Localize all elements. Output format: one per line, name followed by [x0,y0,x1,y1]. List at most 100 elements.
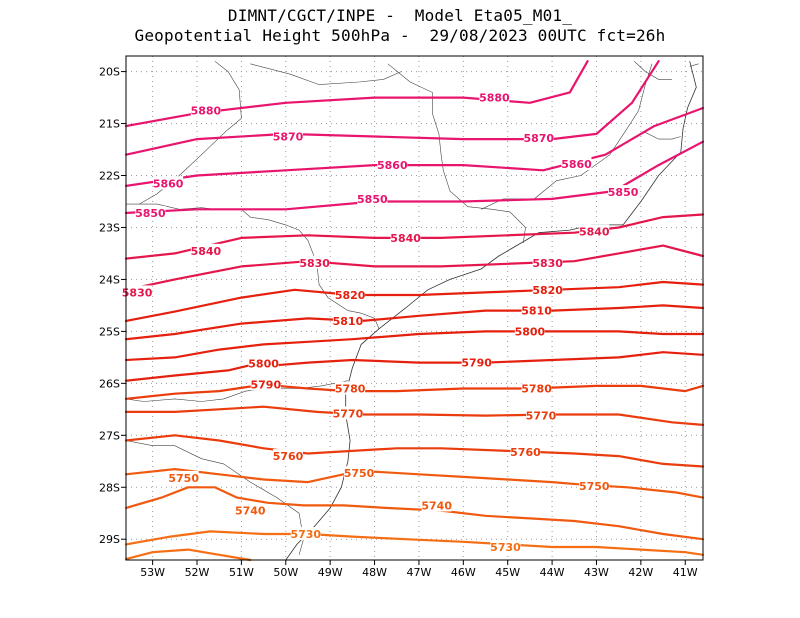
lon-tick-label: 44W [540,566,565,579]
contour-label: 5850 [135,207,166,220]
contour-label-bg [490,540,521,554]
contour-label-bg [579,479,610,493]
coastline-and-borders [125,60,699,561]
lat-tick-label: 24S [99,273,120,286]
map-frame [125,55,704,561]
contour-label-bg [250,377,281,391]
contour-label: 5860 [561,158,592,171]
lon-tick-label: 52W [185,566,210,579]
contour-label-bg [532,282,563,296]
state-border [387,63,526,244]
contour-label: 5730 [490,541,521,554]
contour-5810 [124,304,705,341]
contour-label: 5830 [532,257,563,270]
contour-label: 5760 [510,446,541,459]
contour-label-bg [235,503,266,517]
contour-label: 5820 [335,289,366,302]
contour-5850 [124,140,705,214]
contour-label: 5830 [122,286,153,299]
contour-label-bg [579,224,610,238]
contour-label-bg [510,444,541,458]
contour-5720 [124,548,252,562]
contour-label: 5880 [191,105,222,118]
contour-label-bg [377,158,408,172]
contour-label-bg [122,285,153,299]
contour-label-bg [190,243,221,257]
lon-tick-label: 43W [584,566,609,579]
contour-label: 5840 [579,226,610,239]
contour-label-bg [461,355,492,369]
contour-5750 [124,468,705,499]
contour-label-bg [523,131,554,145]
lat-tick-label: 22S [99,170,120,183]
contour-label-bg [608,185,639,199]
longitude-ticks: 53W 52W 51W 50W 49W 48W 47W 46W 45W 44W 43W 42W 41W [140,560,698,579]
contour-5800 [124,330,705,362]
contour-label: 5880 [479,92,510,105]
contour-5790 [124,351,705,382]
contour-label: 5810 [333,315,364,328]
lat-tick-label: 27S [99,429,120,442]
contour-5820 [124,280,705,323]
contour-label-bg [525,408,556,422]
contour-label: 5790 [461,357,492,370]
contour-5860 [124,106,705,187]
contour-label-bg [273,449,304,463]
lon-tick-label: 50W [273,566,298,579]
lon-tick-label: 42W [628,566,653,579]
state-border [126,203,380,329]
lat-tick-label: 23S [99,221,120,234]
lon-tick-label: 45W [495,566,520,579]
contour-label: 5860 [153,177,184,190]
lon-tick-label: 53W [140,566,165,579]
contour-label-bg [190,103,221,117]
contour-5780 [124,384,705,400]
contour-label: 5820 [532,284,563,297]
contour-label: 5770 [333,407,364,420]
contour-label: 5760 [273,450,304,463]
chart-title-line1: DIMNT/CGCT/INPE - Model Eta05_M01_ [227,6,573,25]
contour-label: 5790 [250,378,281,391]
contour-label-bg [521,303,552,317]
contour-label: 5750 [579,480,610,493]
contour-label: 5850 [357,193,388,206]
state-border [250,63,402,85]
lon-tick-label: 51W [229,566,254,579]
contour-label: 5780 [335,383,366,396]
contour-label: 5810 [521,305,552,318]
contour-label: 5830 [299,257,330,270]
contour-label: 5730 [290,528,321,541]
contour-label-bg [168,470,199,484]
contour-label-bg [335,288,366,302]
contour-label-bg [290,527,321,541]
lat-tick-label: 29S [99,533,120,546]
contour-label: 5850 [608,186,639,199]
contour-label-bg [153,176,184,190]
contour-label-bg [248,356,279,370]
contour-5840 [124,213,705,260]
lon-tick-label: 41W [673,566,698,579]
contour-label-bg [514,324,545,338]
contour-label: 5870 [273,131,304,144]
contour-label: 5800 [248,358,279,371]
state-border [125,380,348,402]
state-border [633,60,672,80]
state-border [689,63,699,67]
contour-label: 5750 [344,467,375,480]
contour-label: 5800 [515,325,546,338]
contour-label: 5740 [421,499,452,512]
contour-label: 5750 [168,472,199,485]
contour-label: 5870 [523,132,554,145]
contour-label-bg [335,381,366,395]
contour-label: 5770 [526,410,557,423]
state-border [642,131,681,140]
contour-5830 [124,244,705,291]
contour-5760 [124,434,705,468]
latitude-ticks: 20S 21S 22S 23S 24S 25S 26S 27S 28S 29S [99,66,126,546]
contour-label-bg [479,90,510,104]
contour-label-bg [273,129,304,143]
contour-5870 [124,60,660,156]
contour-label-bg [532,255,563,269]
state-border [125,440,304,555]
